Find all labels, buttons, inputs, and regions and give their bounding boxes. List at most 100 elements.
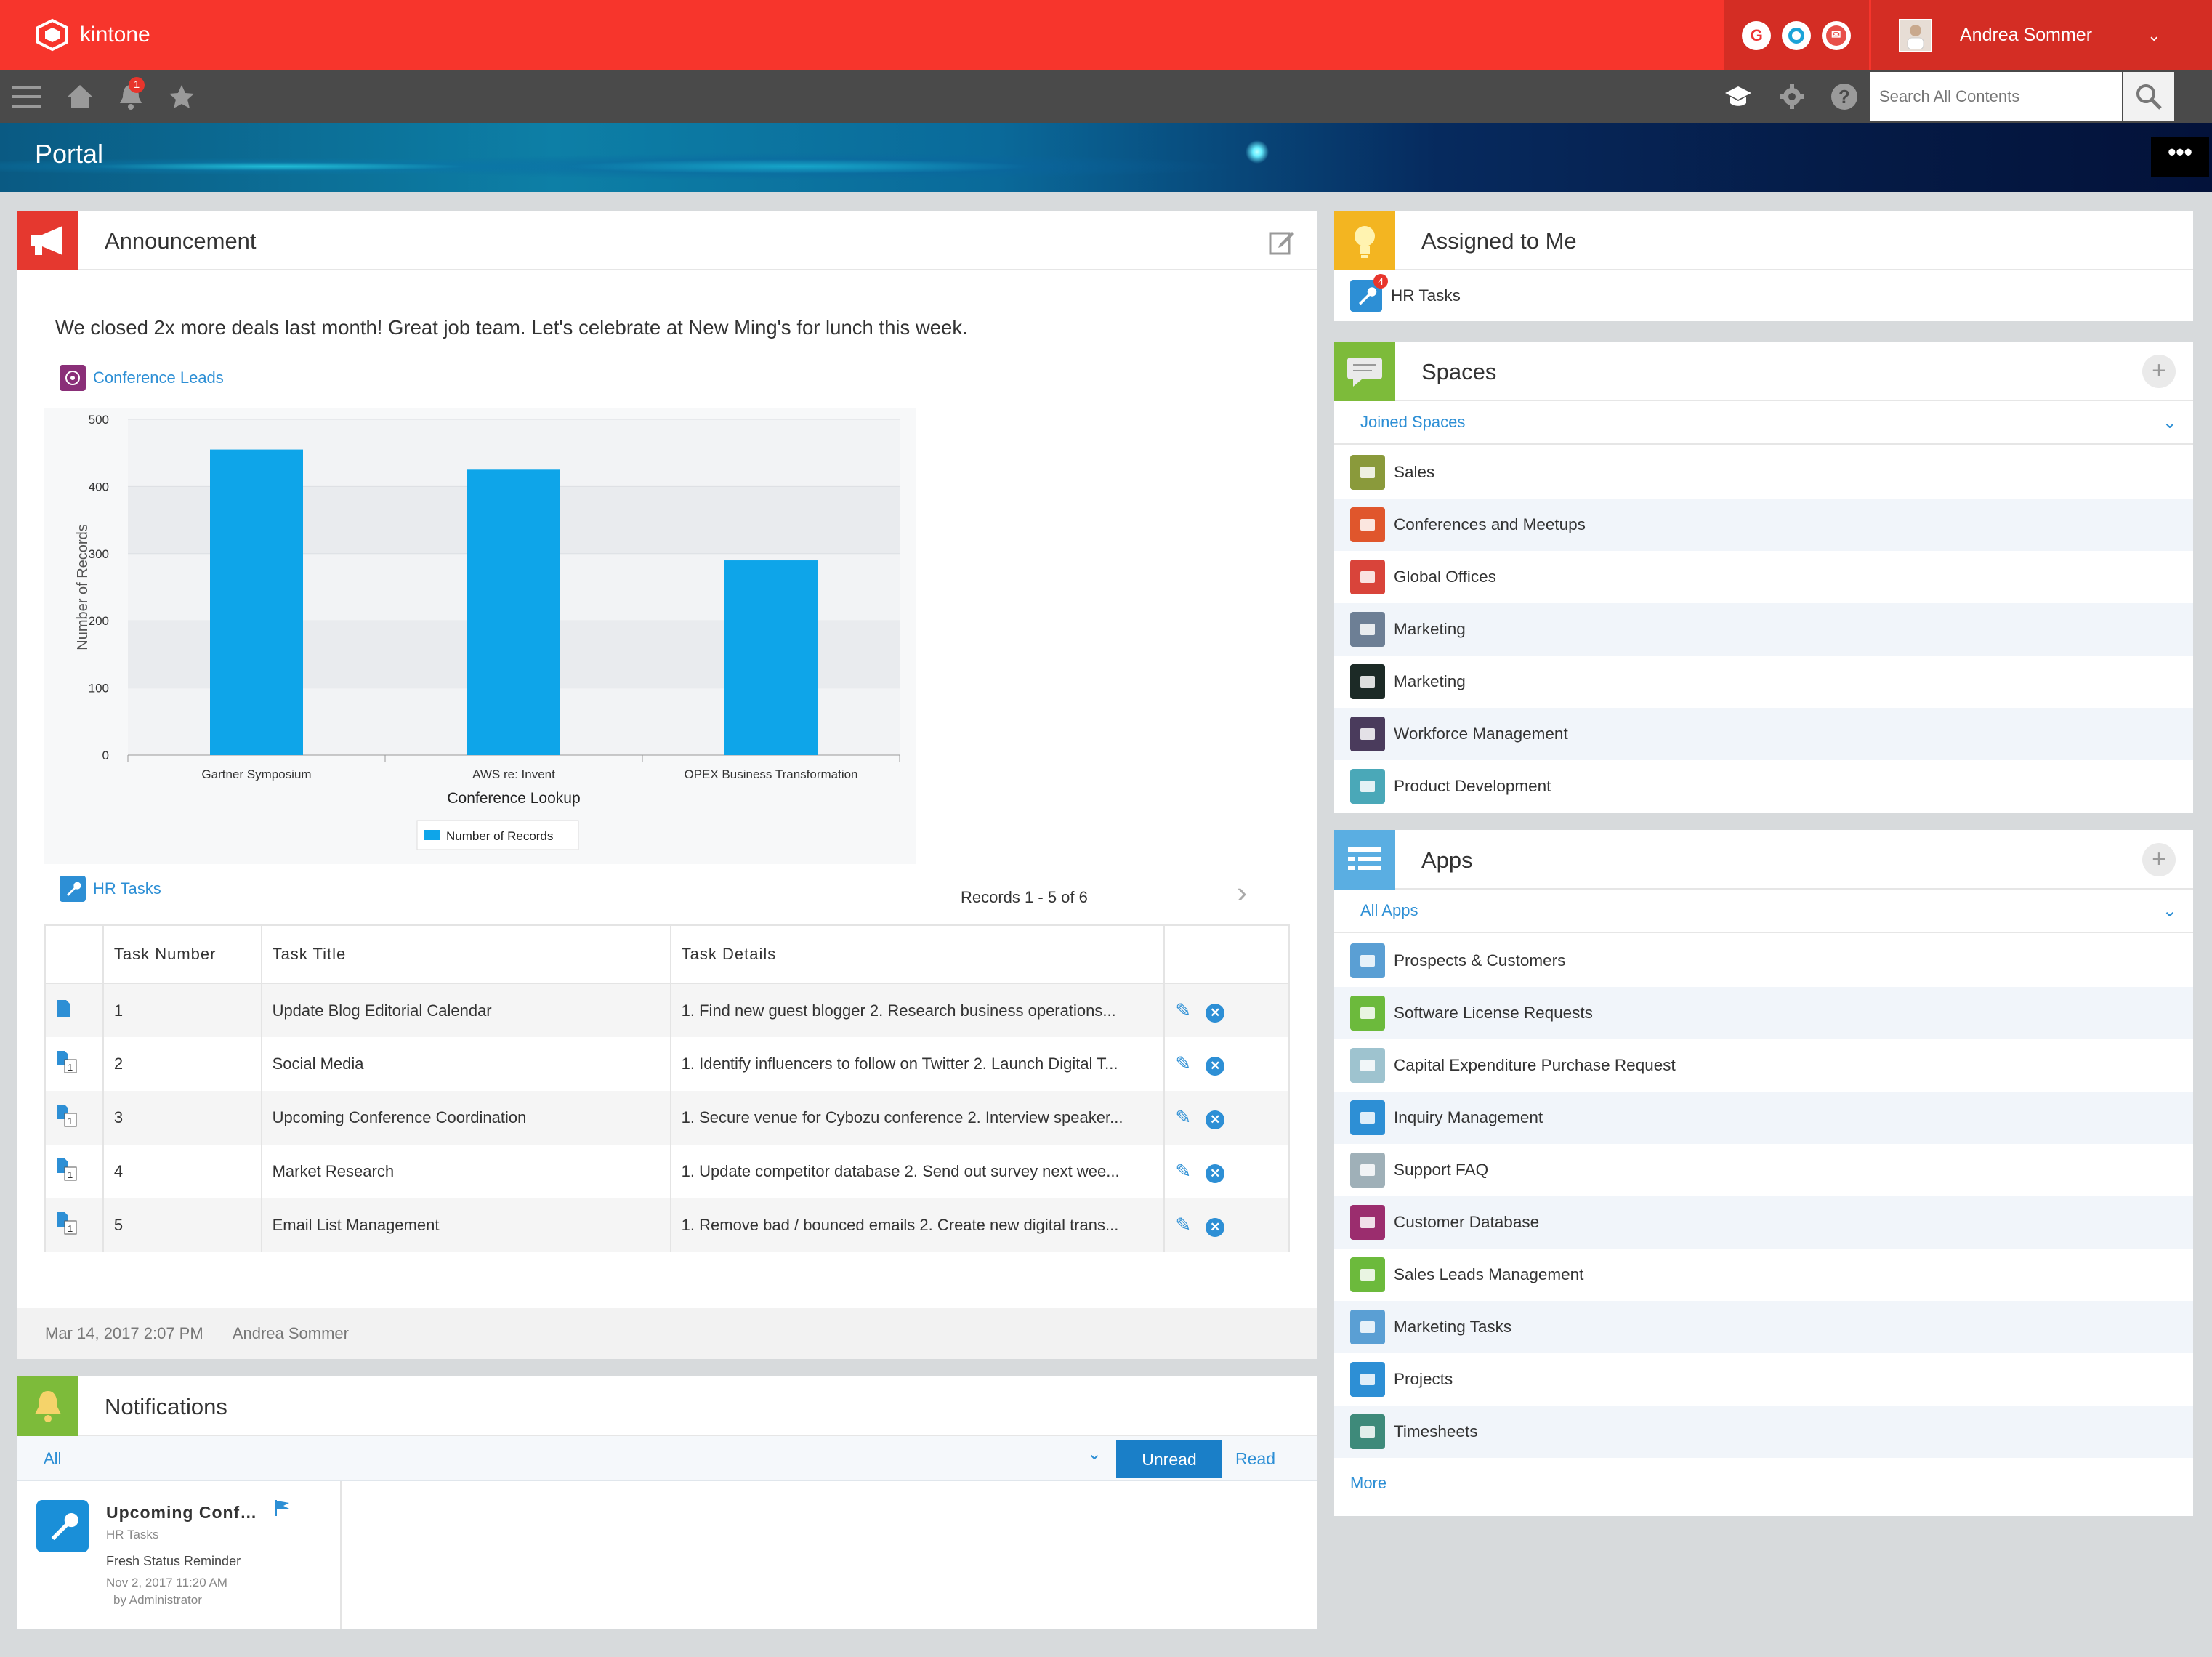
google-icon[interactable]: G (1742, 20, 1772, 50)
bar-3[interactable] (724, 560, 818, 755)
next-page-chevron-icon[interactable]: › (1237, 875, 1247, 909)
table-row[interactable]: 1 3 Upcoming Conference Coordination 1. Sec… (44, 1091, 1290, 1145)
edit-icon[interactable] (1268, 228, 1296, 256)
notification-item[interactable]: Upcoming Conf… HR Tasks Fresh Status Rem… (17, 1481, 342, 1629)
hr-tasks-link[interactable]: HR Tasks (93, 879, 161, 898)
list-item[interactable]: Inquiry Management (1334, 1092, 2193, 1144)
menu-icon[interactable] (10, 81, 42, 113)
table-row[interactable]: 1 4 Market Research 1. Update competitor da… (44, 1145, 1290, 1198)
task-number: 3 (102, 1091, 262, 1145)
star-icon[interactable] (166, 81, 198, 113)
table-row[interactable]: 1 5 Email List Management 1. Remove bad / b… (44, 1198, 1290, 1252)
notification-date: Nov 2, 2017 11:20 AM (106, 1576, 227, 1589)
assigned-item[interactable]: 4 HR Tasks (1334, 270, 2193, 321)
list-item[interactable]: Sales Leads Management (1334, 1249, 2193, 1301)
mail-icon[interactable]: ✉ (1821, 20, 1851, 50)
document-icon[interactable] (56, 999, 72, 1019)
delete-record-icon[interactable]: ✕ (1206, 1164, 1225, 1183)
circle-service-icon[interactable] (1781, 20, 1811, 50)
delete-record-icon[interactable]: ✕ (1206, 1003, 1225, 1023)
filter-dropdown[interactable]: All (44, 1449, 62, 1467)
y-tick-label: 100 (89, 682, 109, 696)
user-menu[interactable]: Andrea Sommer ⌄ (1871, 0, 2212, 70)
search-input[interactable] (1870, 72, 2122, 121)
add-space-button[interactable]: + (2142, 355, 2176, 388)
list-item[interactable]: Prospects & Customers (1334, 935, 2193, 987)
spaces-filter-label[interactable]: Joined Spaces (1360, 413, 1466, 431)
edit-record-icon[interactable]: ✎ (1175, 1160, 1192, 1182)
table-header[interactable]: Task Details (670, 924, 1166, 984)
notification-badge: 1 (129, 77, 145, 93)
chevron-down-icon[interactable]: ⌄ (2147, 25, 2161, 44)
apps-more-link[interactable]: More (1350, 1474, 1387, 1492)
edit-record-icon[interactable]: ✎ (1175, 1214, 1192, 1235)
list-item[interactable]: Software License Requests (1334, 987, 2193, 1039)
legend[interactable] (416, 820, 579, 850)
list-item[interactable]: Workforce Management (1334, 708, 2193, 760)
tab-read[interactable]: Read (1235, 1449, 1275, 1468)
chevron-down-icon[interactable]: ⌄ (2162, 900, 2177, 921)
list-item[interactable]: Global Offices (1334, 551, 2193, 603)
wrench-icon (60, 876, 86, 902)
list-item[interactable]: Support FAQ (1334, 1144, 2193, 1196)
kintone-logo[interactable]: kintone (35, 17, 150, 52)
list-item[interactable]: Customer Database (1334, 1196, 2193, 1249)
notification-title[interactable]: Upcoming Conf… (106, 1503, 258, 1522)
apps-list-icon (1334, 830, 1395, 890)
list-item[interactable]: Marketing Tasks (1334, 1301, 2193, 1353)
list-item-label: Marketing (1394, 672, 1466, 690)
add-app-button[interactable]: + (2142, 843, 2176, 876)
graduation-cap-icon[interactable] (1722, 81, 1754, 113)
list-item[interactable]: Projects (1334, 1353, 2193, 1406)
chevron-down-icon[interactable]: ⌄ (2162, 412, 2177, 432)
list-item[interactable]: Marketing (1334, 656, 2193, 708)
edit-record-icon[interactable]: ✎ (1175, 1106, 1192, 1128)
list-item[interactable]: Timesheets (1334, 1406, 2193, 1458)
chart-link[interactable]: Conference Leads (60, 365, 224, 391)
apps-filter-label[interactable]: All Apps (1360, 901, 1418, 919)
bar-2[interactable] (467, 469, 560, 755)
megaphone-icon (17, 211, 78, 270)
gear-icon[interactable] (1776, 81, 1808, 113)
apps-filter[interactable]: All Apps ⌄ (1334, 890, 2193, 933)
conference-leads-link[interactable]: Conference Leads (93, 368, 224, 387)
tab-unread[interactable]: Unread (1116, 1440, 1222, 1478)
table-row[interactable]: 1 Update Blog Editorial Calendar 1. Find n… (44, 983, 1290, 1037)
more-options-button[interactable]: ••• (2151, 137, 2209, 177)
list-item[interactable]: Marketing (1334, 603, 2193, 656)
table-header[interactable]: Task Title (261, 924, 671, 984)
list-item[interactable]: Capital Expenditure Purchase Request (1334, 1039, 2193, 1092)
bar-1[interactable] (210, 449, 303, 755)
help-icon[interactable]: ? (1828, 81, 1860, 113)
document-comment-icon[interactable]: 1 (56, 1157, 78, 1182)
list-item[interactable]: Product Development (1334, 760, 2193, 813)
post-author[interactable]: Andrea Sommer (232, 1324, 349, 1342)
spaces-header: Spaces + (1334, 342, 2193, 401)
clock-icon (1350, 1414, 1385, 1449)
wrench-icon: 4 (1350, 274, 1388, 312)
hr-tasks-link-row[interactable]: HR Tasks (60, 876, 161, 902)
list-item-label: Software License Requests (1394, 1004, 1593, 1022)
document-comment-icon[interactable]: 1 (56, 1103, 78, 1128)
table-header-actions (1164, 924, 1290, 984)
home-icon[interactable] (64, 81, 96, 113)
list-item[interactable]: Sales (1334, 446, 2193, 499)
svg-text:1: 1 (68, 1223, 73, 1234)
notifications-card: Notifications All ⌄ Unread Read Upcoming… (17, 1376, 1317, 1629)
delete-record-icon[interactable]: ✕ (1206, 1110, 1225, 1129)
table-row[interactable]: 1 2 Social Media 1. Identify influencers to… (44, 1037, 1290, 1091)
spaces-filter[interactable]: Joined Spaces ⌄ (1334, 401, 2193, 445)
document-comment-icon[interactable]: 1 (56, 1211, 78, 1235)
delete-record-icon[interactable]: ✕ (1206, 1218, 1225, 1237)
table-header[interactable]: Task Number (102, 924, 262, 984)
flag-icon[interactable] (273, 1499, 291, 1517)
document-comment-icon[interactable]: 1 (56, 1049, 78, 1074)
delete-record-icon[interactable]: ✕ (1206, 1057, 1225, 1076)
list-item[interactable]: Conferences and Meetups (1334, 499, 2193, 551)
search-button[interactable] (2123, 72, 2174, 121)
y-tick-label: 400 (89, 480, 109, 493)
edit-record-icon[interactable]: ✎ (1175, 1052, 1192, 1074)
chevron-down-icon[interactable]: ⌄ (1087, 1444, 1102, 1464)
spaces-card: Spaces + Joined Spaces ⌄ Sales Conference… (1334, 342, 2193, 813)
edit-record-icon[interactable]: ✎ (1175, 999, 1192, 1021)
